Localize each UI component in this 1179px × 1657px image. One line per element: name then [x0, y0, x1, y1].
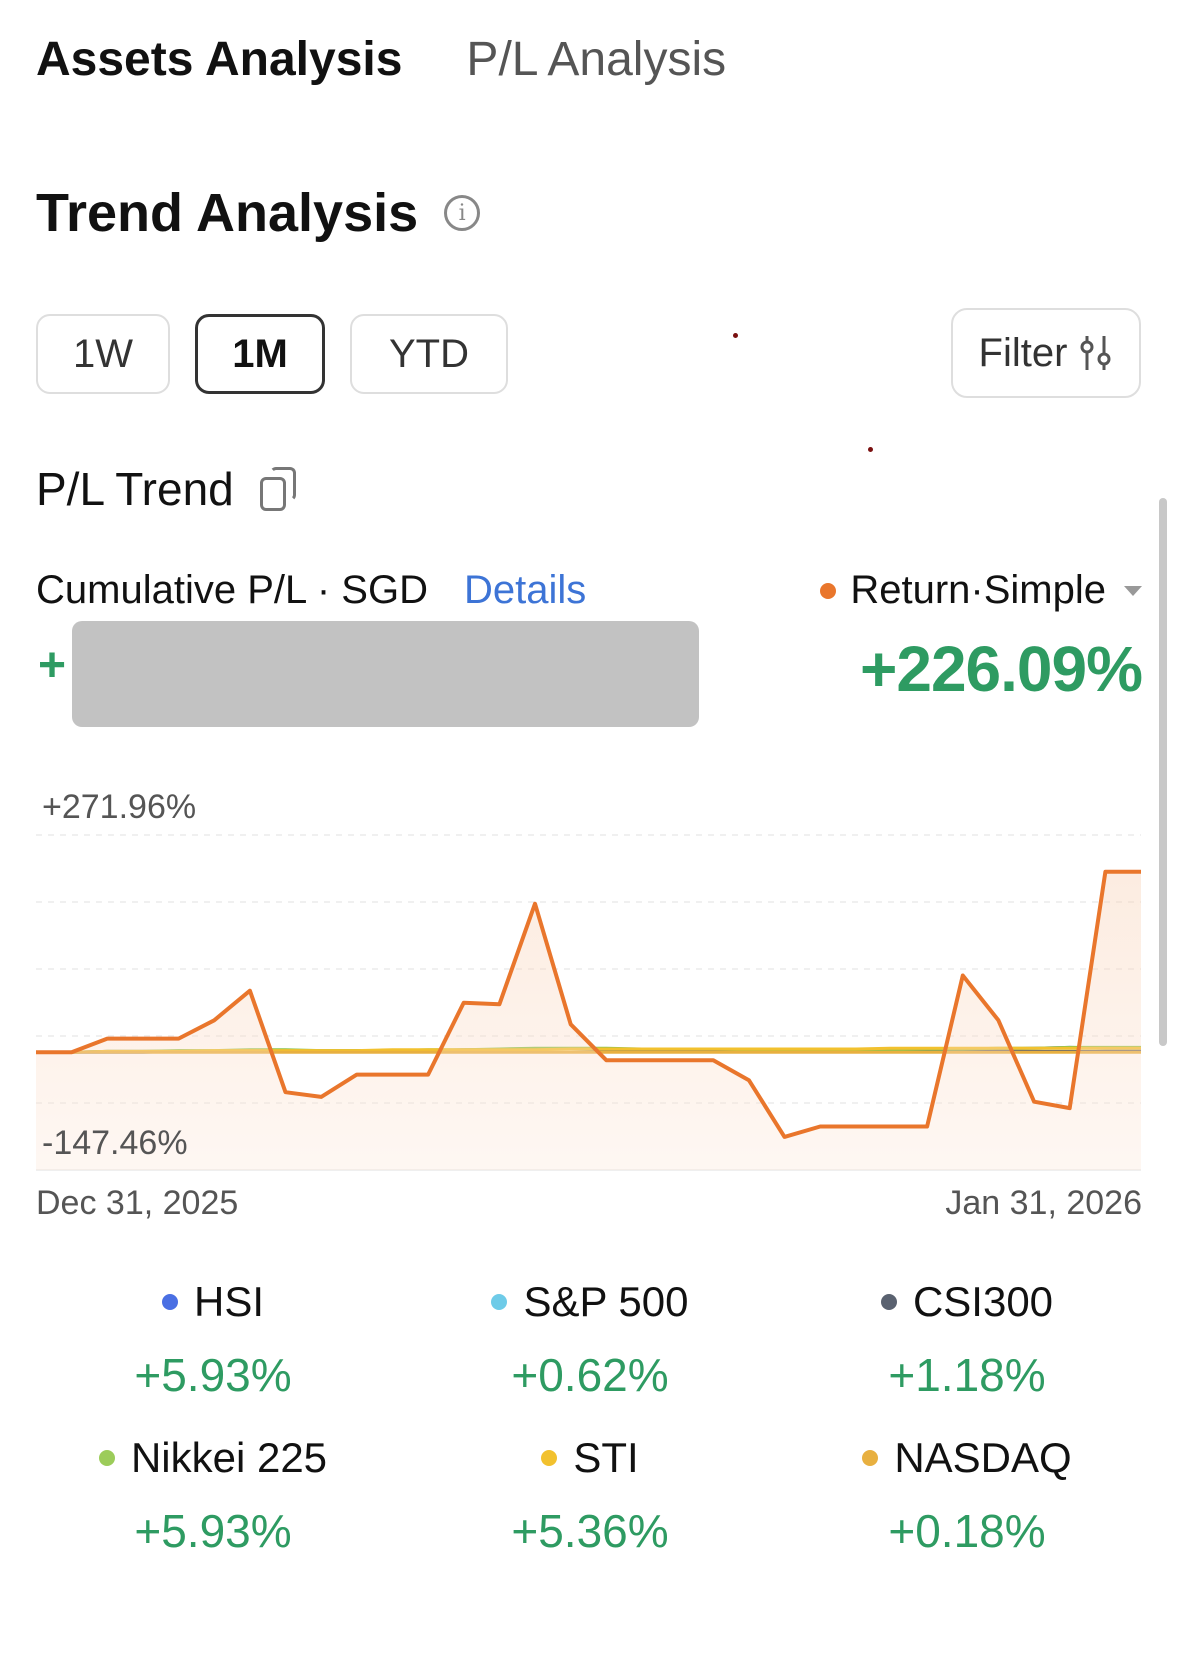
benchmark-name: S&P 500: [523, 1278, 689, 1325]
cumulative-pl-row: Cumulative P/L · SGD Details: [36, 568, 586, 613]
tab-label: Assets Analysis: [36, 33, 403, 86]
y-axis-max-label: +271.96%: [42, 788, 197, 826]
benchmark-value: +0.18%: [888, 1505, 1046, 1557]
benchmark-value: +1.18%: [888, 1349, 1046, 1401]
legend-dot: [98, 1450, 115, 1466]
section-title: Trend Analysis i: [36, 182, 481, 244]
filter-label: Filter: [978, 330, 1068, 375]
x-axis-start-label: Dec 31, 2025: [36, 1184, 239, 1222]
benchmark-sti: STI +5.36%: [400, 1434, 780, 1558]
return-type-label: Return·Simple: [850, 568, 1106, 612]
sliders-icon: [1080, 336, 1111, 370]
benchmark-hsi: HSI +5.93%: [23, 1278, 403, 1402]
return-value: +226.09%: [859, 633, 1143, 705]
cumulative-pl-sign: +: [38, 639, 67, 692]
period-button-ytd[interactable]: YTD: [350, 314, 508, 394]
details-link[interactable]: Details: [463, 568, 587, 612]
period-button-1w[interactable]: 1W: [36, 314, 170, 394]
legend-dot: [541, 1450, 558, 1466]
legend-dot: [880, 1294, 897, 1310]
tab-pl-analysis[interactable]: P/L Analysis: [466, 30, 726, 90]
period-label: 1M: [232, 331, 288, 376]
tab-label: P/L Analysis: [466, 33, 727, 86]
page-title: Trend Analysis: [36, 183, 419, 243]
scrollbar[interactable]: [1159, 498, 1167, 1046]
benchmark-name: Nikkei 225: [130, 1434, 328, 1481]
benchmark-sp500: S&P 500 +0.62%: [400, 1278, 780, 1402]
benchmark-nikkei-225: Nikkei 225 +5.93%: [23, 1434, 403, 1558]
period-label: YTD: [389, 331, 469, 376]
chevron-down-icon: [1124, 585, 1142, 596]
benchmark-value: +5.93%: [134, 1505, 292, 1557]
y-axis-min-label: -147.46%: [42, 1124, 188, 1162]
benchmark-name: STI: [573, 1434, 639, 1481]
return-series-dot: [820, 582, 837, 599]
top-tabs: Assets Analysis P/L Analysis: [30, 30, 726, 90]
benchmark-name: HSI: [193, 1278, 264, 1325]
legend-dot: [862, 1450, 879, 1466]
main-series-area: [36, 871, 1141, 1170]
stray-dot: [868, 447, 873, 452]
redacted-amount: [72, 621, 699, 727]
benchmark-name: CSI300: [912, 1278, 1054, 1325]
benchmark-nasdaq: NASDAQ +0.18%: [777, 1434, 1157, 1558]
info-icon[interactable]: i: [444, 195, 481, 231]
pl-trend-header: P/L Trend: [36, 462, 298, 516]
period-label: 1W: [73, 331, 133, 376]
return-type-selector[interactable]: Return·Simple: [820, 568, 1142, 613]
x-axis-end-label: Jan 31, 2026: [945, 1184, 1142, 1222]
legend-dot: [161, 1294, 178, 1310]
pl-trend-chart[interactable]: [0, 780, 1179, 1220]
pl-trend-title: P/L Trend: [36, 463, 234, 515]
filter-button[interactable]: Filter: [951, 308, 1141, 398]
period-button-1m[interactable]: 1M: [195, 314, 325, 394]
stray-dot: [733, 333, 738, 338]
benchmark-value: +0.62%: [511, 1349, 669, 1401]
copy-icon[interactable]: [258, 467, 298, 511]
benchmark-value: +5.93%: [134, 1349, 292, 1401]
return-series-line: [36, 869, 1141, 1139]
tab-assets-analysis[interactable]: Assets Analysis: [30, 30, 403, 90]
benchmark-name: NASDAQ: [894, 1434, 1072, 1481]
legend-dot: [491, 1294, 508, 1310]
benchmark-csi300: CSI300 +1.18%: [777, 1278, 1157, 1402]
cumulative-pl-label: Cumulative P/L · SGD: [36, 568, 428, 612]
benchmark-value: +5.36%: [511, 1505, 669, 1557]
